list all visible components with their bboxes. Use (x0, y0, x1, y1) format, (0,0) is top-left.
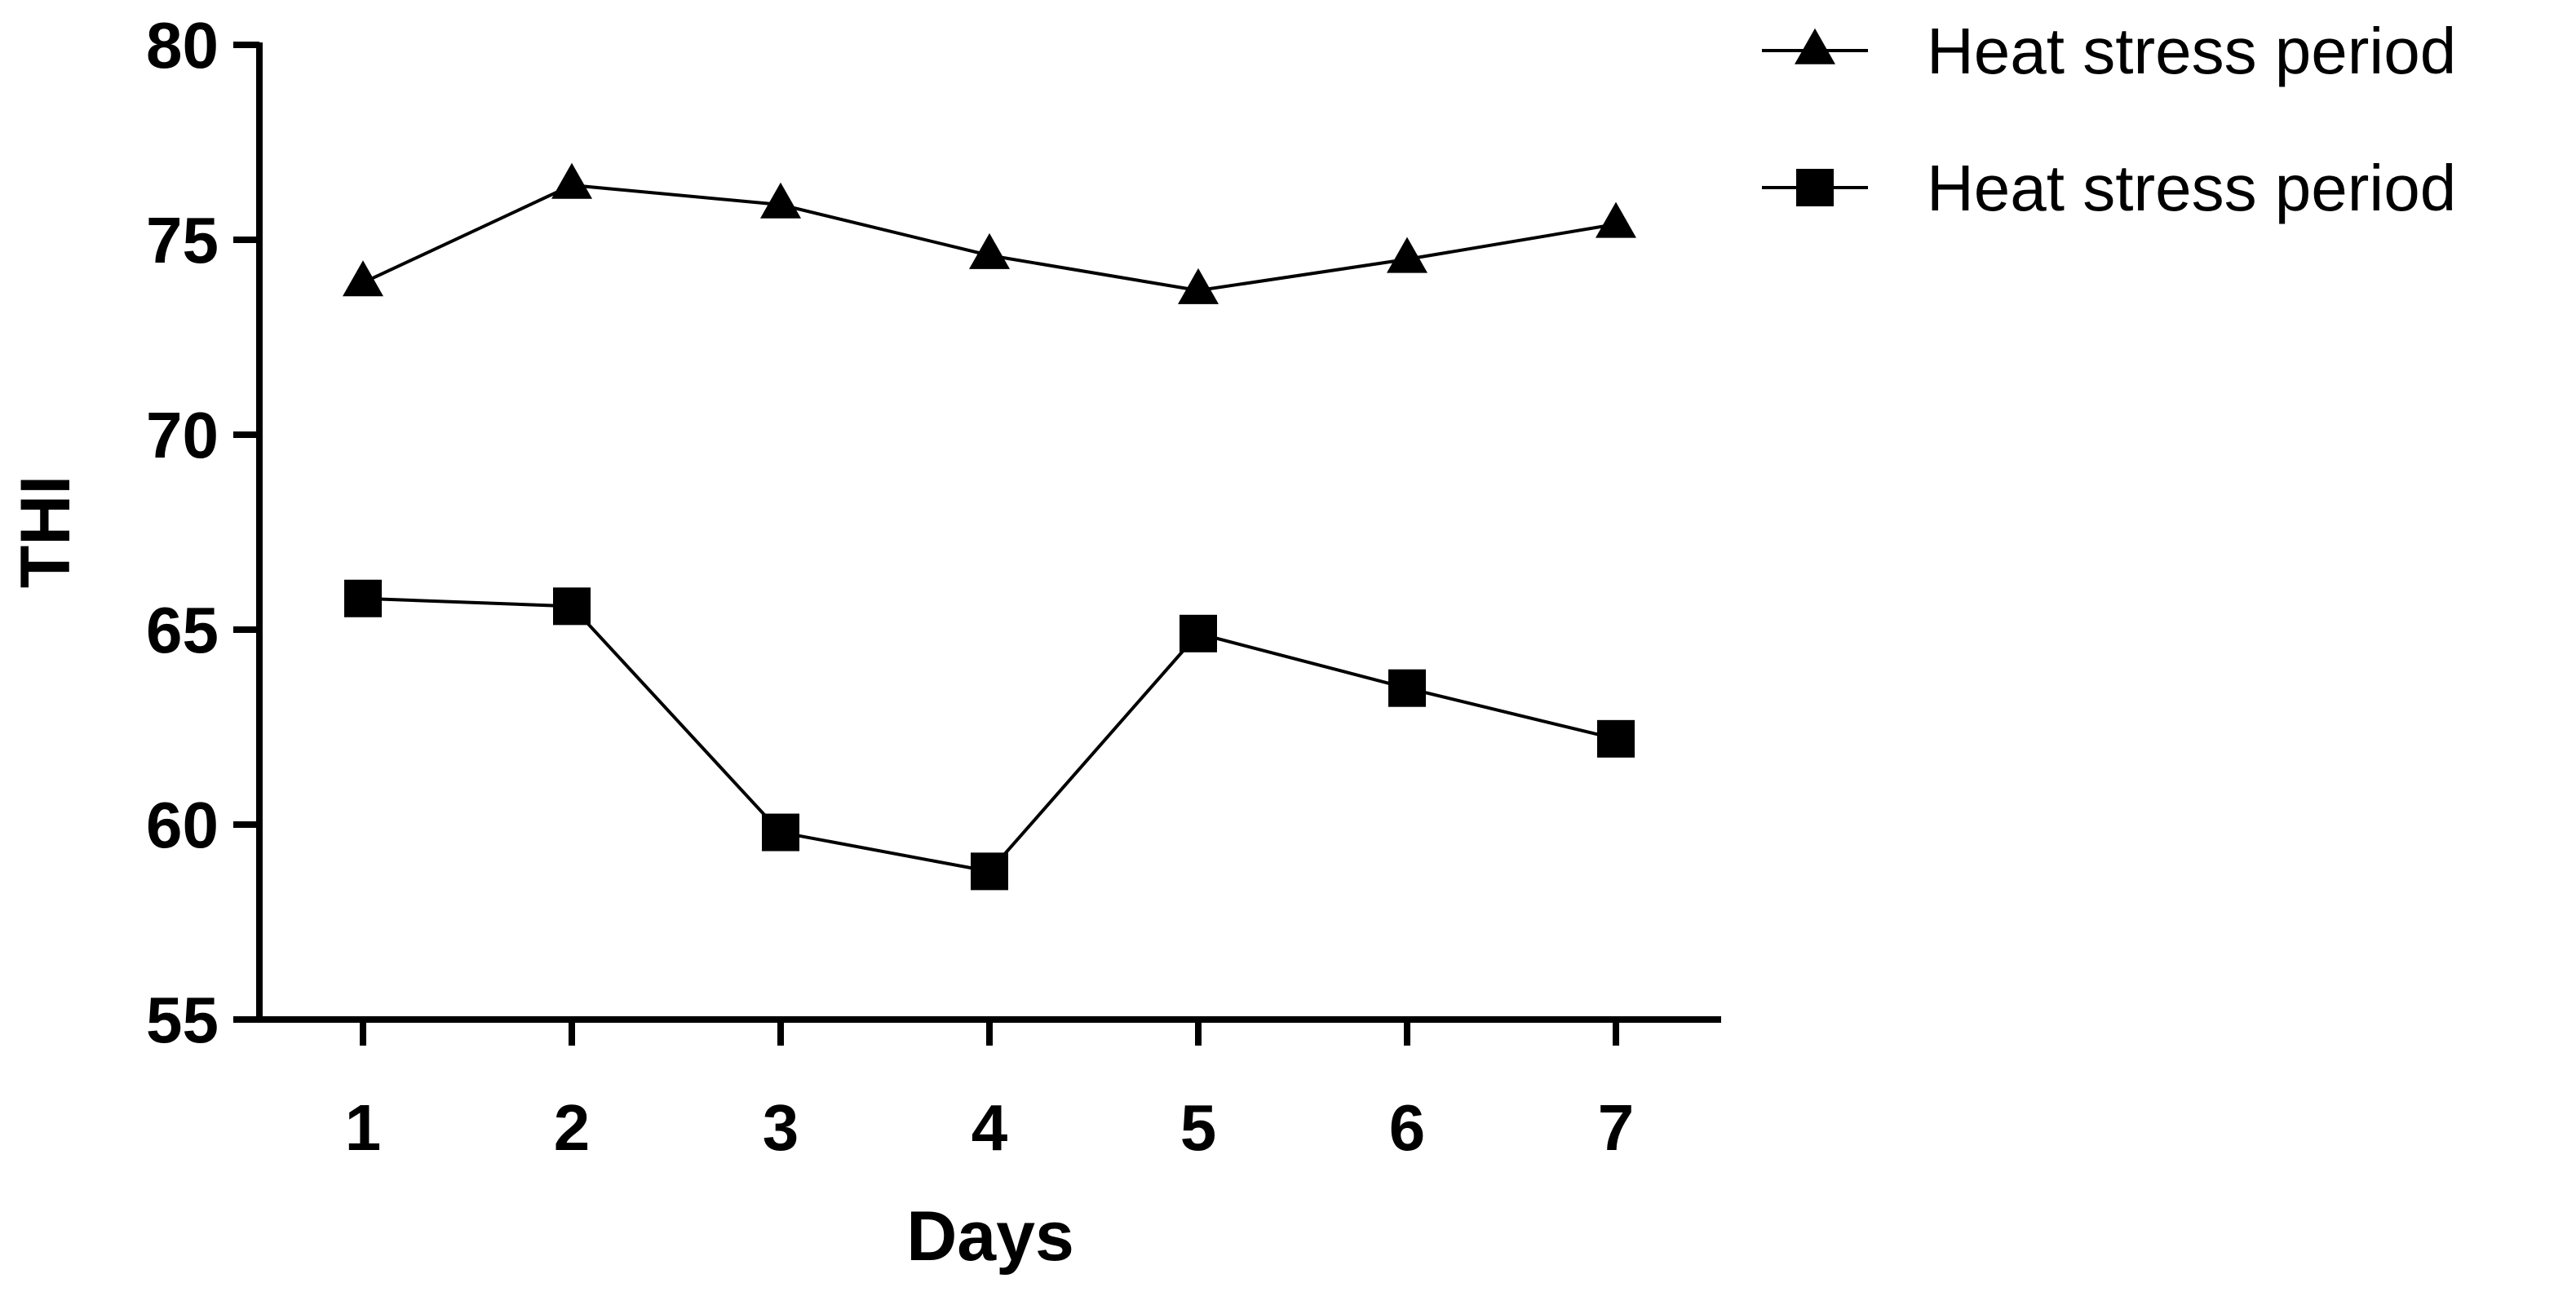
legend-label: Heat stress period (1927, 152, 2456, 224)
triangle-point (1596, 201, 1636, 238)
square-point (344, 579, 382, 617)
x-tick-label: 2 (554, 1091, 591, 1164)
y-axis-title: THI (7, 475, 85, 589)
x-tick-label: 1 (345, 1091, 382, 1164)
square-point (971, 852, 1008, 891)
legend-item-1: Heat stress period (1762, 15, 2456, 87)
series-2 (344, 579, 1635, 891)
triangle-point (551, 162, 592, 199)
y-tick-label: 55 (146, 984, 219, 1056)
square-point (1597, 719, 1635, 758)
y-tick-label: 75 (146, 204, 219, 276)
legend-square-marker (1796, 169, 1834, 206)
square-point (1180, 614, 1217, 652)
square-point (1388, 669, 1426, 707)
triangle-point (1178, 268, 1219, 304)
axes: 55 60 65 70 75 80 1 2 3 4 5 6 7 Days THI (7, 9, 1721, 1276)
legend: Heat stress period Heat stress period (1762, 15, 2456, 224)
y-tick-label: 60 (146, 789, 219, 861)
y-tick-label: 80 (146, 9, 219, 82)
x-axis-title: Days (906, 1197, 1074, 1276)
x-tick-label: 6 (1389, 1091, 1426, 1164)
series-line (362, 596, 1617, 874)
legend-label: Heat stress period (1927, 15, 2456, 87)
triangle-point (1387, 237, 1427, 273)
legend-item-2: Heat stress period (1762, 152, 2456, 224)
x-tick-label: 3 (763, 1091, 799, 1164)
triangle-point (343, 260, 383, 297)
square-point (762, 813, 799, 851)
series-layer (343, 162, 1636, 891)
triangle-point (760, 182, 801, 219)
x-tick-label: 4 (972, 1091, 1008, 1164)
y-tick-label: 65 (146, 594, 219, 666)
triangle-point (969, 232, 1010, 269)
x-tick-label: 5 (1180, 1091, 1217, 1164)
y-tick-label: 70 (146, 399, 219, 471)
legend-triangle-marker (1795, 28, 1835, 64)
square-point (553, 587, 591, 626)
series-1 (343, 162, 1636, 304)
x-tick-label: 7 (1598, 1091, 1635, 1164)
